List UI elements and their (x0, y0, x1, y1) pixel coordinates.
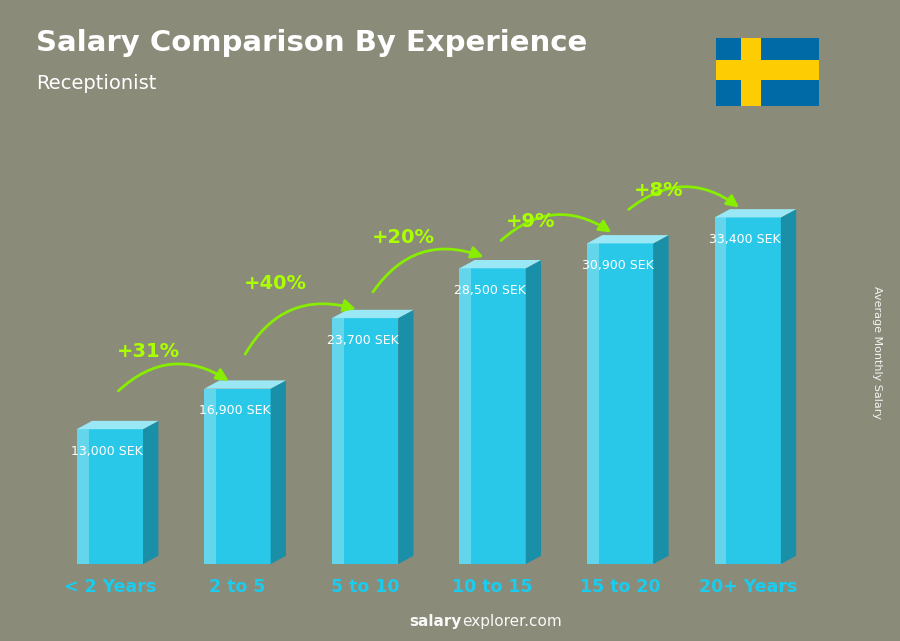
Polygon shape (143, 421, 158, 564)
Text: 13,000 SEK: 13,000 SEK (71, 445, 143, 458)
Text: salary: salary (410, 615, 462, 629)
Text: 33,400 SEK: 33,400 SEK (709, 233, 781, 246)
Bar (332, 318, 398, 564)
Text: 28,500 SEK: 28,500 SEK (454, 284, 526, 297)
Bar (204, 388, 216, 564)
Bar (76, 429, 89, 564)
Polygon shape (398, 310, 413, 564)
Polygon shape (653, 235, 669, 564)
Text: +9%: +9% (506, 212, 555, 231)
Polygon shape (459, 260, 541, 269)
Text: 16,900 SEK: 16,900 SEK (199, 404, 271, 417)
Text: 23,700 SEK: 23,700 SEK (327, 334, 399, 347)
Text: Average Monthly Salary: Average Monthly Salary (872, 286, 883, 419)
Text: Salary Comparison By Experience: Salary Comparison By Experience (36, 29, 587, 57)
Text: +31%: +31% (117, 342, 180, 361)
Bar (204, 388, 271, 564)
Text: +20%: +20% (372, 228, 435, 247)
Text: +8%: +8% (634, 181, 683, 200)
Polygon shape (332, 310, 413, 318)
Bar (742, 38, 760, 106)
Text: Receptionist: Receptionist (36, 74, 157, 93)
Polygon shape (526, 260, 541, 564)
Bar (715, 217, 781, 564)
Polygon shape (715, 209, 796, 217)
Text: explorer.com: explorer.com (462, 615, 562, 629)
Text: +40%: +40% (244, 274, 307, 294)
Bar (76, 429, 143, 564)
Bar (459, 269, 472, 564)
Bar (587, 244, 653, 564)
Text: 30,900 SEK: 30,900 SEK (581, 259, 653, 272)
Polygon shape (781, 209, 797, 564)
Polygon shape (271, 380, 286, 564)
Polygon shape (204, 380, 286, 388)
Polygon shape (587, 235, 669, 244)
Polygon shape (76, 421, 158, 429)
Bar (587, 244, 599, 564)
Bar (459, 269, 526, 564)
Bar (332, 318, 344, 564)
Bar (715, 217, 726, 564)
Bar (716, 60, 819, 80)
